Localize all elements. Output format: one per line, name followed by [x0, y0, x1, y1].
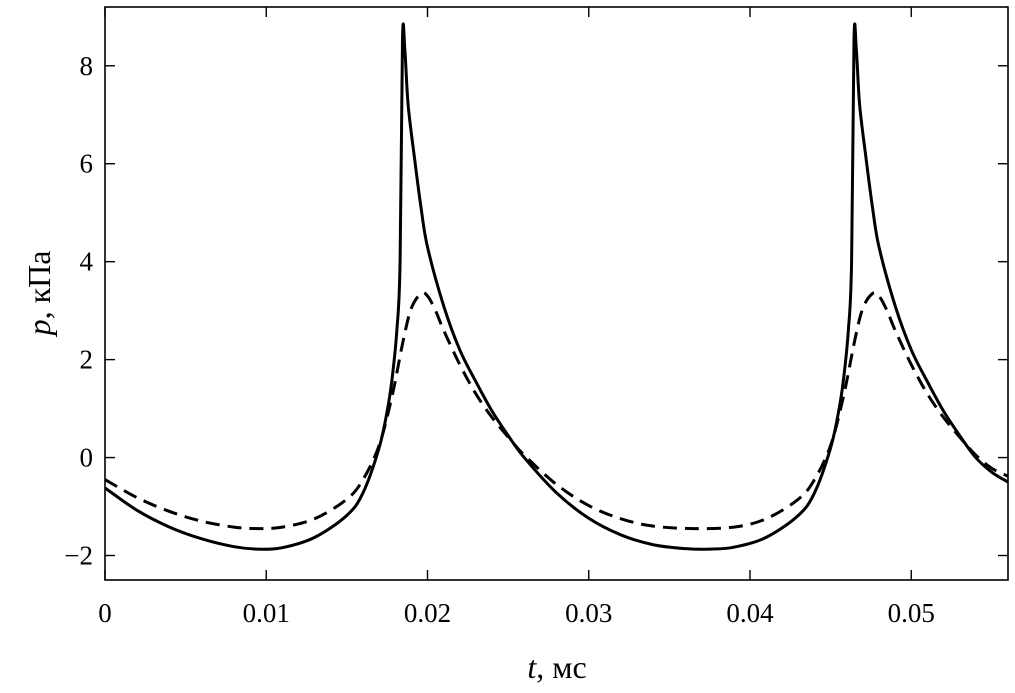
y-tick-label: 8 — [80, 51, 94, 81]
y-tick-label: 6 — [80, 149, 94, 179]
x-tick-label: 0.05 — [888, 598, 935, 628]
series-layer — [105, 22, 1008, 551]
series-line-solid — [105, 22, 1008, 551]
x-tick-label: 0.03 — [565, 598, 612, 628]
y-tick-labels: −2 0 2 4 6 8 — [64, 51, 93, 571]
x-tick-label: 0 — [98, 598, 112, 628]
y-axis-variable: p — [21, 319, 57, 337]
axis-ticks — [104, 7, 1008, 580]
y-tick-label: 4 — [80, 247, 94, 277]
y-tick-label: 0 — [80, 443, 94, 473]
plot-frame — [104, 6, 1009, 581]
y-tick-label: 2 — [80, 345, 94, 375]
y-axis-title: p, кПа — [21, 251, 57, 338]
y-axis-unit: , кПа — [21, 251, 57, 320]
series-line-dashed — [105, 291, 1008, 531]
x-axis-unit: , мс — [536, 649, 586, 685]
x-tick-labels: 0 0.01 0.02 0.03 0.04 0.05 — [98, 598, 935, 628]
x-axis-variable: t — [527, 649, 537, 685]
y-tick-label: −2 — [64, 541, 93, 571]
x-tick-label: 0.01 — [243, 598, 290, 628]
x-tick-label: 0.04 — [726, 598, 774, 628]
x-axis-title: t, мс — [527, 649, 586, 685]
x-tick-label: 0.02 — [404, 598, 451, 628]
